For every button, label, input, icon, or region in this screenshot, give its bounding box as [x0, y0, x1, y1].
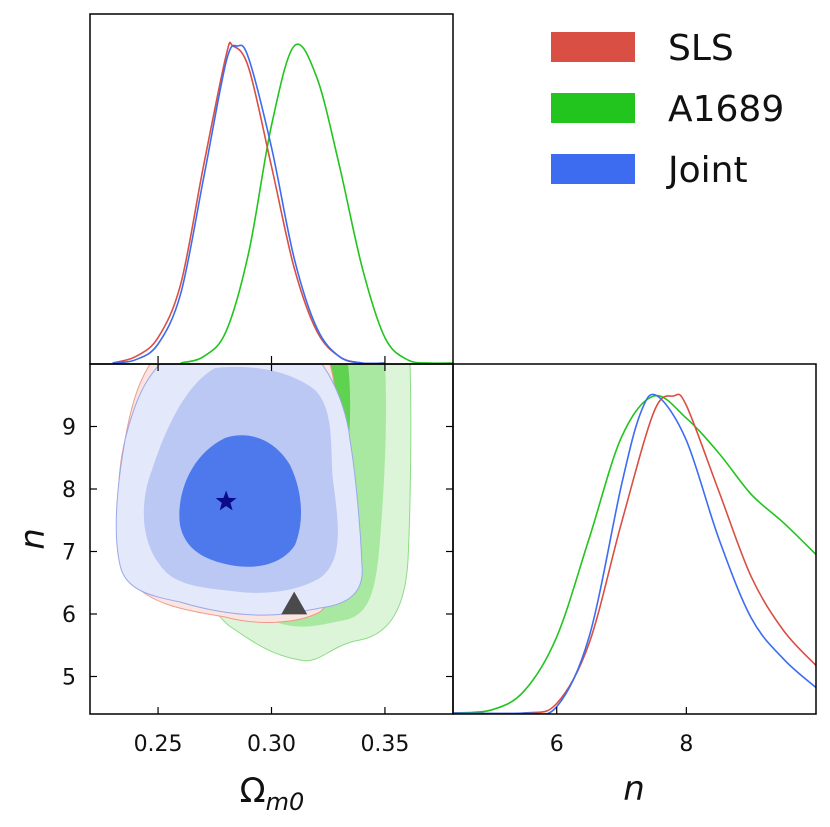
- n-tick-label: 5: [62, 666, 76, 691]
- best-fit-star: [215, 490, 237, 511]
- n-diag-tick-label: 6: [550, 732, 564, 757]
- n-tick-label: 6: [62, 603, 76, 628]
- omega-subscript: m0: [266, 788, 305, 816]
- marginal-omega-line-sls: [112, 41, 385, 364]
- right-marginal-curves: [453, 393, 816, 714]
- y-axis-label-n: n: [13, 528, 53, 550]
- n-tick-label: 8: [62, 478, 76, 503]
- x-axis-label-omega: Ωm0: [240, 771, 305, 816]
- omega-tick-label: 0.35: [360, 732, 409, 757]
- top-marginal-curves: [112, 41, 453, 364]
- omega-tick-label: 0.25: [134, 732, 183, 757]
- legend-swatch-a1689: [551, 93, 635, 123]
- reference-triangle: [281, 591, 308, 615]
- contour-panel: [115, 364, 412, 662]
- n-diag-tick-label: 8: [679, 732, 693, 757]
- omega-symbol: Ω: [240, 771, 266, 811]
- n-tick-label: 9: [62, 416, 76, 441]
- legend-label-joint: Joint: [666, 150, 748, 191]
- axes-ticks: 0.25 0.30 0.35 5 6 7 8 9 6 8: [62, 356, 693, 757]
- legend-swatch-sls: [551, 32, 635, 62]
- x-axis-label-n: n: [623, 769, 645, 809]
- marginal-omega-line-joint: [112, 44, 385, 364]
- marginal-omega-line-a1689: [180, 43, 453, 364]
- legend-swatch-joint: [551, 154, 635, 184]
- marginal-n-line-a1689: [453, 394, 816, 714]
- joint-contour-inner: [179, 435, 302, 567]
- markers: [215, 490, 308, 615]
- legend: SLS A1689 Joint: [551, 28, 784, 191]
- omega-tick-label: 0.30: [247, 732, 296, 757]
- legend-label-a1689: A1689: [668, 89, 784, 130]
- marginal-n-line-sls: [453, 393, 816, 714]
- right-panel-frame: [452, 363, 817, 715]
- legend-label-sls: SLS: [668, 28, 734, 69]
- marginal-n-line-joint: [453, 393, 816, 714]
- n-tick-label: 7: [62, 541, 76, 566]
- top-panel-frame: [89, 13, 454, 365]
